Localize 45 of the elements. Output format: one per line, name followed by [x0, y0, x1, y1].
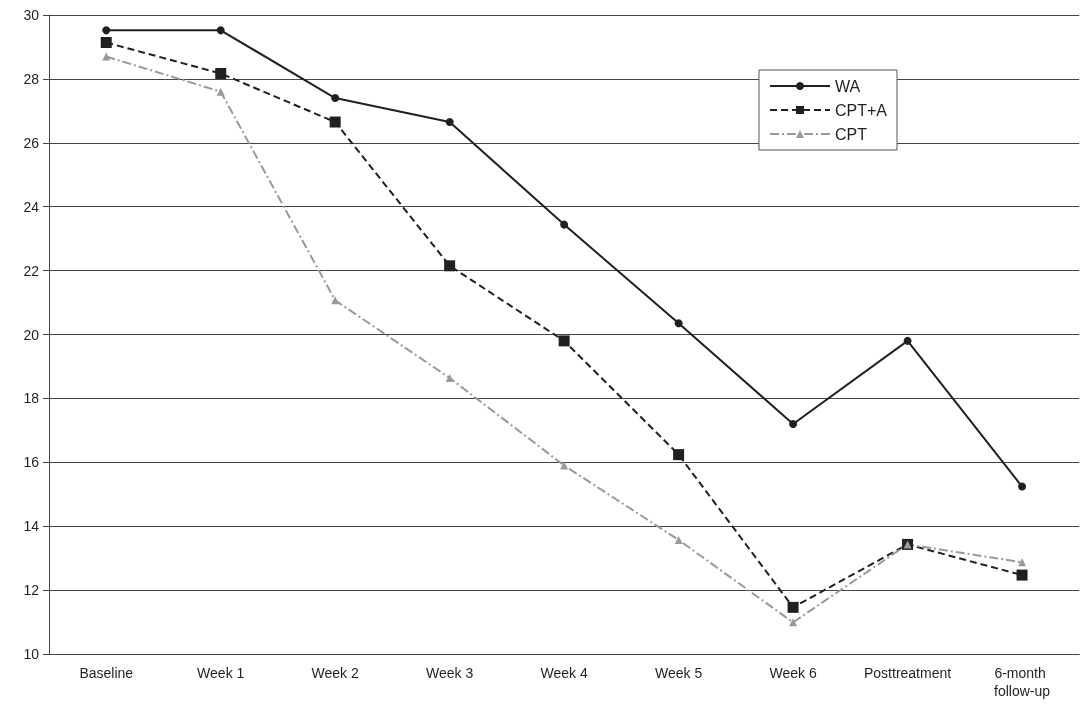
point	[674, 535, 683, 544]
y-tick-label: 12	[23, 582, 40, 599]
point	[787, 601, 799, 613]
y-tick-label: 26	[23, 134, 40, 151]
point	[445, 373, 454, 382]
point	[673, 449, 685, 461]
point	[100, 36, 112, 48]
y-tick-label: 28	[23, 70, 40, 87]
point	[329, 116, 341, 128]
point	[331, 94, 340, 103]
point	[1016, 569, 1028, 581]
point	[789, 419, 798, 428]
point	[674, 319, 683, 328]
y-tick-label: 22	[23, 262, 40, 279]
y-tick-label: 24	[23, 198, 40, 215]
legend-label: CPT	[834, 125, 868, 143]
y-tick-label: 14	[23, 518, 40, 535]
x-tick-label: Baseline	[79, 665, 134, 681]
x-tick-label: Week 6	[769, 665, 817, 681]
point	[445, 118, 454, 127]
x-tick-label: Week 4	[540, 665, 588, 681]
y-tick-label: 16	[23, 454, 40, 471]
legend-label: CPT+A	[834, 101, 888, 119]
y-tick-label: 10	[23, 646, 40, 662]
point	[216, 87, 225, 96]
x-tick-label: Week 1	[197, 665, 245, 681]
point	[903, 336, 912, 345]
x-tick-label: Week 5	[655, 665, 703, 681]
point	[215, 67, 227, 79]
point	[102, 26, 111, 35]
x-tick-label: 6-month follow-up	[994, 665, 1051, 699]
point	[102, 52, 111, 61]
y-tick-label: 30	[23, 7, 40, 23]
x-tick-label: Posttreatment	[863, 665, 952, 681]
legend-label: WA	[834, 77, 861, 95]
point	[1018, 558, 1027, 567]
point	[1018, 482, 1027, 491]
x-tick-label: Week 2	[311, 665, 359, 681]
y-tick-label: 18	[23, 390, 40, 407]
point	[558, 335, 570, 347]
point	[560, 220, 569, 229]
point	[444, 260, 456, 272]
y-tick-label: 20	[23, 326, 40, 343]
x-tick-label: Week 3	[426, 665, 474, 681]
point	[216, 26, 225, 35]
